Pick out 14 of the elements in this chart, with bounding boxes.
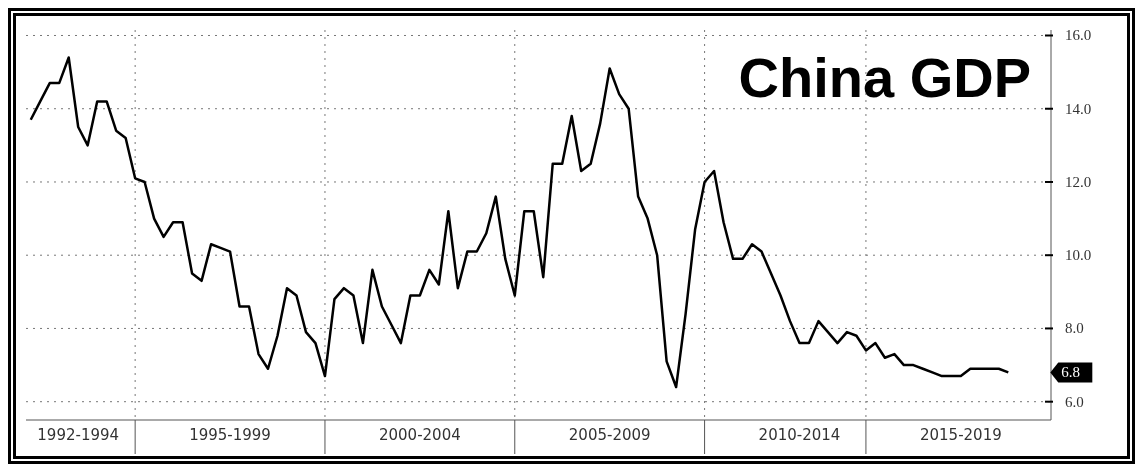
x-tick-label: 1992-1994 <box>37 426 120 444</box>
y-tick-label: 12.0 <box>1065 173 1092 190</box>
x-tick-label: 2005-2009 <box>568 426 651 444</box>
x-tick-label: 1995-1999 <box>189 426 271 444</box>
y-tick-label: 8.0 <box>1065 320 1084 337</box>
y-tick-label: 10.0 <box>1065 247 1092 264</box>
x-tick-label: 2010-2014 <box>758 426 841 444</box>
y-tick-label: 14.0 <box>1065 100 1092 117</box>
y-tick-label: 16.0 <box>1065 27 1092 44</box>
x-tick-label: 2000-2004 <box>378 426 461 444</box>
x-tick-label: 2015-2019 <box>919 426 1002 444</box>
text: 6.8 <box>1061 364 1081 381</box>
chart-title: China GDP <box>738 46 1031 109</box>
y-tick-label: 6.0 <box>1065 393 1084 410</box>
